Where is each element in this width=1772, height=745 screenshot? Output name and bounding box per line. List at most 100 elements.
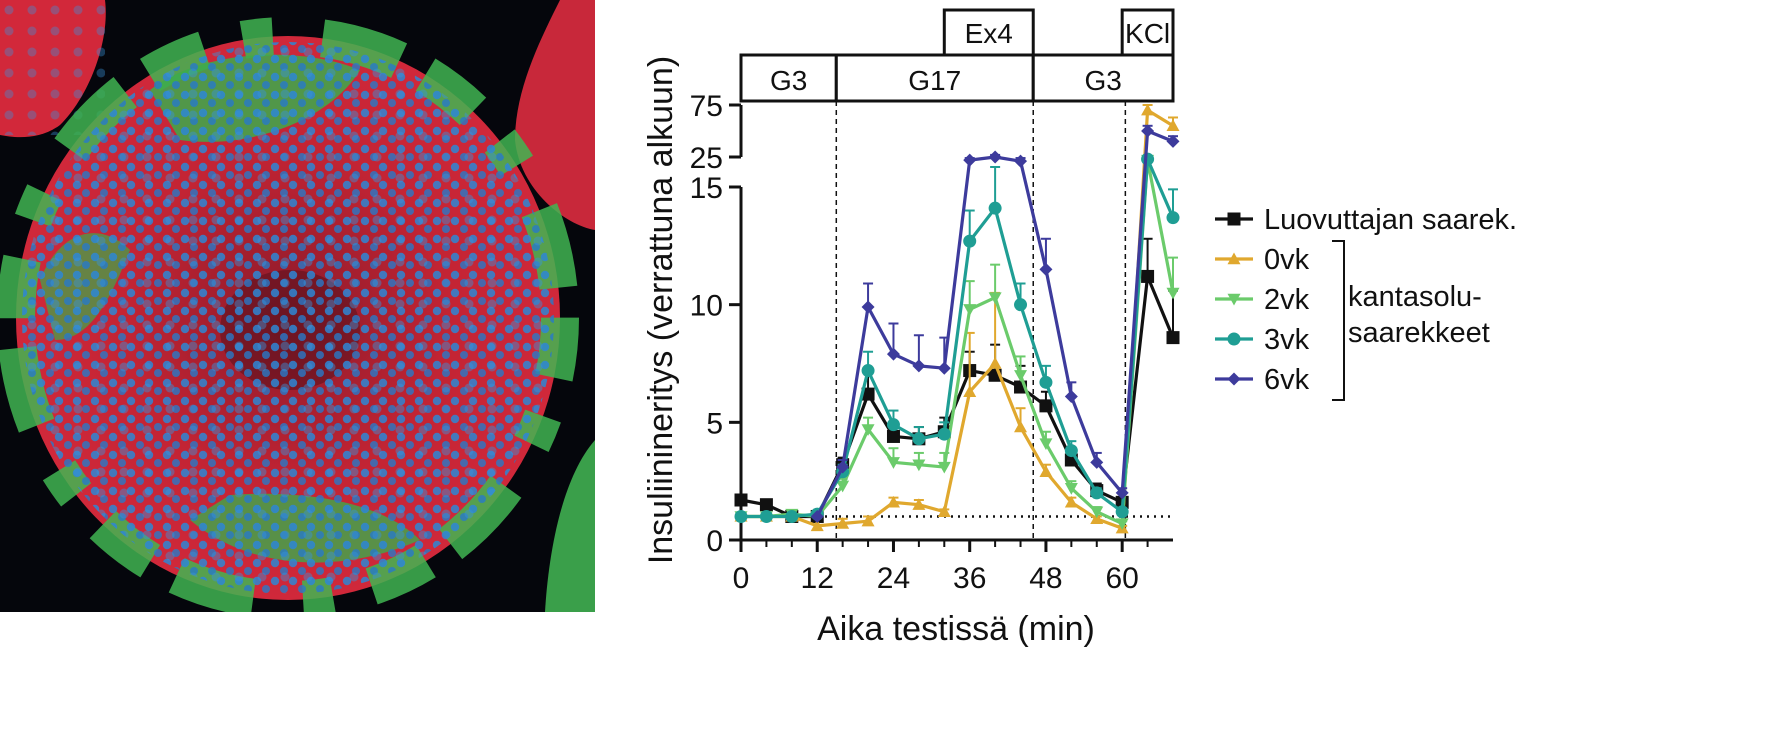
data-point <box>759 498 773 512</box>
legend-label: 0vk <box>1264 244 1310 276</box>
data-point <box>1014 298 1028 312</box>
data-point <box>1141 124 1155 138</box>
data-point <box>963 385 977 397</box>
data-point <box>988 292 1002 305</box>
data-point <box>988 201 1002 215</box>
data-point <box>861 300 875 314</box>
data-point <box>1014 154 1028 168</box>
data-point <box>734 509 748 523</box>
data-point <box>1227 293 1241 306</box>
x-tick-label: 0 <box>733 562 750 595</box>
data-point <box>836 460 850 474</box>
data-point <box>1141 152 1155 166</box>
data-point <box>963 304 977 316</box>
legend-label: 3vk <box>1264 324 1310 356</box>
data-point <box>810 509 824 523</box>
legend-label: Luovuttajan saarek. <box>1264 204 1517 236</box>
data-point <box>861 514 875 527</box>
legend-group-label-line1: kantasolu- <box>1348 281 1482 313</box>
data-point <box>836 480 850 493</box>
data-point <box>1166 287 1180 300</box>
y-tick-label: 75 <box>690 90 723 123</box>
data-point <box>912 359 926 373</box>
y-tick-label: 0 <box>706 525 723 558</box>
data-point <box>861 364 875 378</box>
series-line <box>741 108 1174 530</box>
data-point <box>1141 103 1155 116</box>
data-point <box>1039 465 1053 477</box>
data-point <box>1227 252 1241 265</box>
data-point <box>1064 495 1078 508</box>
data-point <box>1115 505 1129 519</box>
data-point <box>912 432 926 446</box>
data-point <box>1090 455 1104 469</box>
data-point <box>937 427 951 441</box>
series-line <box>741 157 1175 519</box>
data-point <box>861 387 875 401</box>
x-axis-label: Aika testissä (min) <box>817 610 1095 648</box>
data-point <box>886 429 900 443</box>
data-point <box>1166 119 1180 131</box>
y-tick-label: 25 <box>690 142 723 175</box>
legend-entry: 6vk <box>1215 364 1310 396</box>
y-tick-label: 10 <box>690 290 723 323</box>
data-point <box>759 509 773 523</box>
data-point <box>988 357 1002 369</box>
legend-entry: 3vk <box>1215 324 1310 356</box>
x-tick-label: 12 <box>801 562 834 595</box>
data-point <box>963 234 977 248</box>
legend-entry: 2vk <box>1215 284 1310 316</box>
data-point <box>886 418 900 432</box>
data-point <box>1064 483 1078 495</box>
data-point <box>785 509 799 523</box>
series-6vk <box>810 124 1180 523</box>
phase-g3-start-label: G3 <box>770 65 807 96</box>
legend-group-bracket: kantasolu- saarekkeet <box>1332 240 1490 401</box>
phase-g3-start <box>739 53 838 103</box>
data-point <box>836 517 850 529</box>
data-point <box>937 361 951 375</box>
corner-islet-top-right <box>515 0 595 230</box>
data-point <box>886 347 900 361</box>
data-point <box>1166 134 1180 148</box>
islet-microscopy-image <box>0 0 595 612</box>
x-tick-label: 24 <box>877 562 910 595</box>
data-point <box>963 153 977 167</box>
data-point <box>1039 262 1053 276</box>
data-point <box>1039 375 1053 389</box>
series-3vk <box>734 152 1180 523</box>
top-box-kcl: KCl <box>1120 8 1175 57</box>
top-box-kcl-label: KCl <box>1125 18 1170 49</box>
phase-g3-end-label: G3 <box>1084 65 1121 96</box>
legend: Luovuttajan saarek. 0vk 2vk 3vk 6vk <box>1215 204 1517 396</box>
y-tick-label: 5 <box>706 407 723 440</box>
x-tick-label: 60 <box>1105 562 1138 595</box>
data-point <box>1227 372 1241 386</box>
data-point <box>1064 389 1078 403</box>
x-tick-label: 48 <box>1029 562 1062 595</box>
data-point <box>1014 370 1028 382</box>
legend-label: 2vk <box>1264 284 1310 316</box>
data-point <box>1064 444 1078 458</box>
top-box-ex4-label: Ex4 <box>965 18 1013 49</box>
data-point <box>912 459 926 472</box>
data-point <box>1141 269 1155 283</box>
data-point <box>1115 486 1129 500</box>
data-point <box>1115 518 1129 531</box>
data-point <box>1090 486 1104 500</box>
data-point <box>937 505 951 517</box>
data-point <box>734 493 748 507</box>
data-point <box>1227 332 1241 346</box>
data-point <box>810 519 824 532</box>
y-axis-label: Insuliinineritys (verrattuna alkuun) <box>642 56 680 564</box>
data-point <box>886 495 900 508</box>
data-point <box>912 498 926 510</box>
islet-green-rim <box>0 17 579 612</box>
series-0vk <box>734 103 1180 534</box>
data-point <box>1039 438 1053 451</box>
data-point <box>861 424 875 436</box>
data-point <box>937 461 951 474</box>
legend-entry: 0vk <box>1215 244 1310 276</box>
